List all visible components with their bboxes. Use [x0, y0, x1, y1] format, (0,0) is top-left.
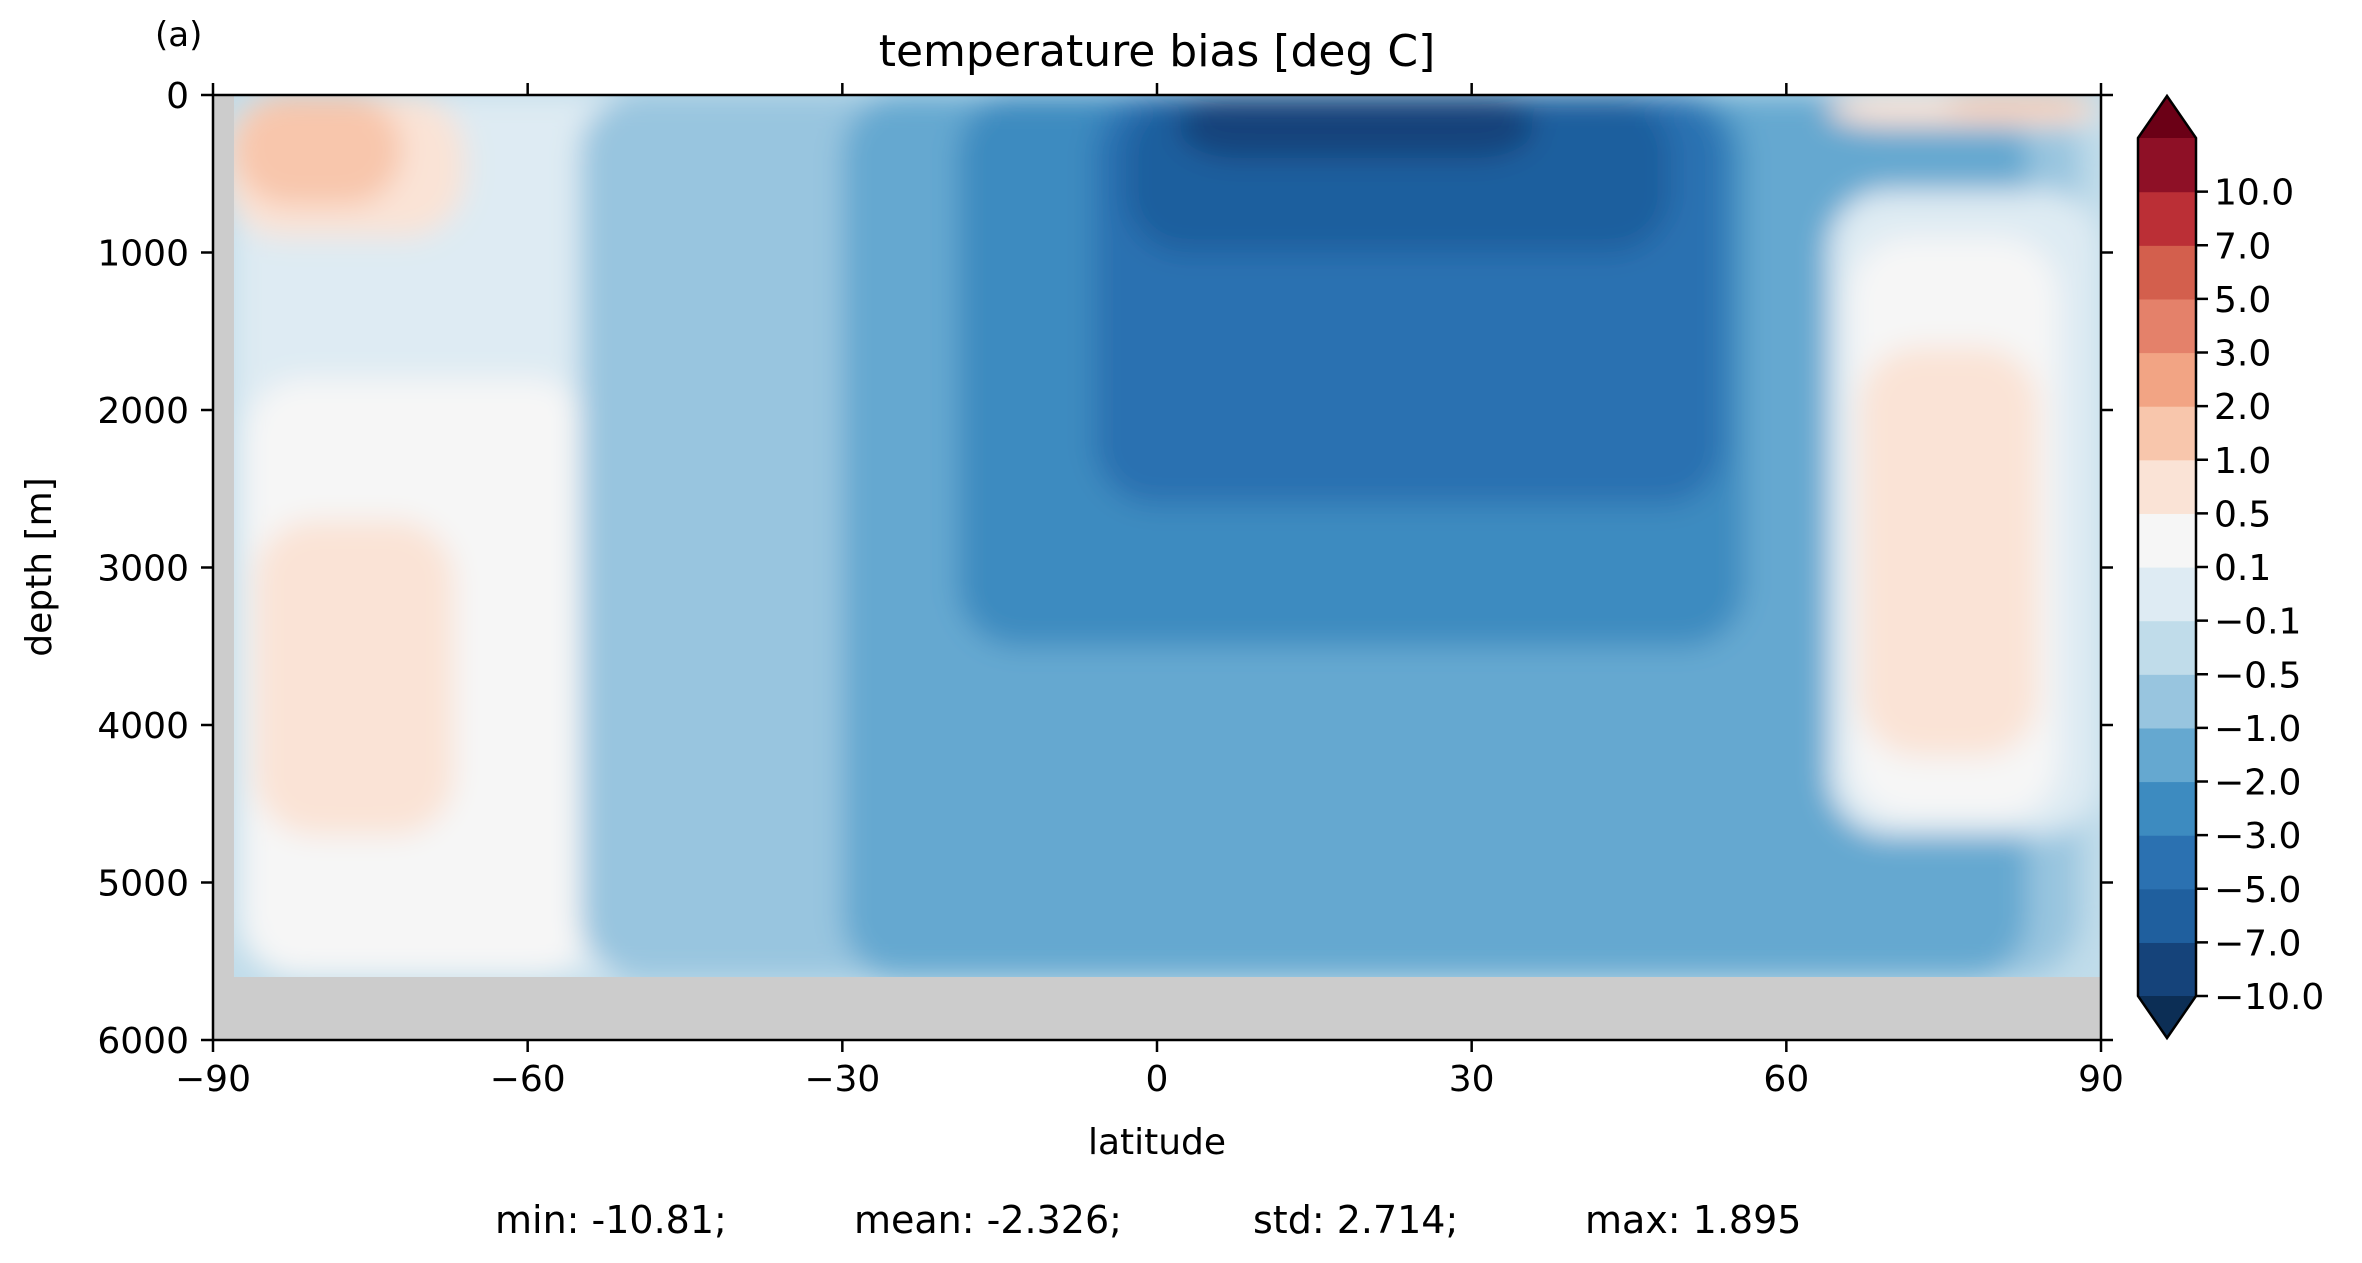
- y-tick-label: 1000: [97, 234, 189, 275]
- colorbar-tick-label: −7.0: [2214, 923, 2301, 964]
- stat-mean: mean: -2.326;: [854, 1198, 1122, 1242]
- colorbar-tick-label: 10.0: [2214, 173, 2294, 214]
- x-axis-label: latitude: [1088, 1122, 1226, 1163]
- panel-label: (a): [155, 15, 202, 55]
- bias-region-3: [254, 520, 455, 836]
- colorbar-segment: [2138, 138, 2196, 193]
- land-mask-seafloor: [213, 977, 2101, 1040]
- y-axis-label: depth [m]: [19, 477, 60, 656]
- colorbar-segment: [2138, 245, 2196, 300]
- colorbar-tick-label: −1.0: [2214, 709, 2301, 750]
- x-tick-label: 30: [1449, 1059, 1495, 1100]
- colorbar-segment: [2138, 942, 2196, 997]
- colorbar-segment: [2138, 835, 2196, 890]
- colorbar: −10.0 −7.0 −5.0 −3.0 −2.0 −1.0 −0.5 −0.1 0.1 0.5 1…: [2136, 93, 2324, 1041]
- colorbar-segment: [2138, 352, 2196, 407]
- colorbar-tick-label: 0.1: [2214, 548, 2271, 589]
- y-tick-label: 0: [166, 76, 189, 117]
- colorbar-tick-label: 3.0: [2214, 334, 2271, 375]
- colorbar-tick-label: 5.0: [2214, 280, 2271, 321]
- stat-max: max: 1.895: [1585, 1198, 1801, 1242]
- colorbar-segment: [2138, 727, 2196, 783]
- x-axis: −90 −60 −30 0 30 60 90: [175, 83, 2124, 1100]
- stat-std: std: 2.714;: [1253, 1198, 1458, 1242]
- colorbar-segment: [2138, 567, 2196, 622]
- x-tick-label: −30: [804, 1059, 880, 1100]
- colorbar-segment: [2138, 406, 2196, 461]
- colorbar-segment: [2138, 191, 2196, 246]
- colorbar-segment: [2138, 459, 2196, 514]
- land-mask-west: [213, 95, 234, 1040]
- colorbar-tick-label: −5.0: [2214, 870, 2301, 911]
- x-tick-label: 0: [1146, 1059, 1169, 1100]
- colorbar-extend-under: [2138, 996, 2196, 1038]
- colorbar-extend-over: [2138, 96, 2196, 138]
- colorbar-tick-label: 7.0: [2214, 226, 2271, 267]
- colorbar-tick-label: −2.0: [2214, 763, 2301, 804]
- y-tick-label: 3000: [97, 549, 189, 590]
- colorbar-tick-label: −0.5: [2214, 655, 2301, 696]
- y-axis: 0 1000 2000 3000 4000 5000 6000: [97, 76, 2113, 1062]
- land-mask-layer: [213, 95, 2101, 1040]
- stats-line: min: -10.81; mean: -2.326; std: 2.714; m…: [495, 1198, 1801, 1242]
- colorbar-segment: [2138, 620, 2196, 675]
- colorbar-tick-label: −10.0: [2214, 977, 2324, 1018]
- bias-region-12: [1859, 347, 2039, 757]
- colorbar-tick-label: 1.0: [2214, 441, 2271, 482]
- x-tick-label: −90: [175, 1059, 251, 1100]
- bias-region-9: [1177, 95, 1535, 158]
- colorbar-segment: [2138, 513, 2196, 568]
- y-tick-label: 6000: [97, 1021, 189, 1062]
- bias-region-16: [1943, 95, 2091, 114]
- colorbar-segment: [2138, 781, 2196, 836]
- bias-field-layer: [223, 95, 2101, 977]
- y-tick-label: 4000: [97, 706, 189, 747]
- chart-title: temperature bias [deg C]: [879, 26, 1436, 77]
- x-tick-label: 60: [1763, 1059, 1809, 1100]
- bias-region-14: [233, 95, 402, 206]
- colorbar-tick-label: −3.0: [2214, 816, 2301, 857]
- stat-min: min: -10.81;: [495, 1198, 727, 1242]
- y-tick-label: 2000: [97, 391, 189, 432]
- colorbar-segment: [2138, 888, 2196, 943]
- colorbar-tick-label: 0.5: [2214, 494, 2271, 535]
- x-tick-label: 90: [2078, 1059, 2124, 1100]
- colorbar-segment: [2138, 674, 2196, 729]
- y-tick-label: 5000: [97, 864, 189, 905]
- colorbar-tick-label: 2.0: [2214, 387, 2271, 428]
- x-tick-label: −60: [490, 1059, 566, 1100]
- colorbar-segment: [2138, 298, 2196, 354]
- colorbar-tick-label: −0.1: [2214, 602, 2301, 643]
- plot-area: [213, 95, 2101, 1040]
